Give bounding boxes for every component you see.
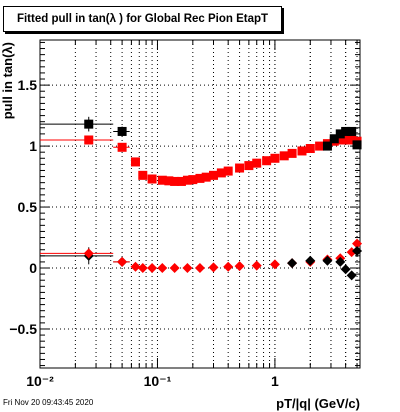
square-marker bbox=[244, 161, 254, 171]
square-marker bbox=[252, 158, 262, 168]
diamond-marker bbox=[251, 260, 262, 271]
square-marker bbox=[84, 119, 94, 129]
diamond-marker bbox=[147, 263, 158, 274]
diamond-marker bbox=[137, 263, 148, 274]
square-marker bbox=[270, 153, 280, 163]
square-marker bbox=[347, 126, 357, 136]
diamond-marker bbox=[352, 245, 363, 256]
diamond-marker bbox=[269, 259, 280, 270]
square-marker bbox=[352, 140, 362, 150]
square-marker bbox=[84, 135, 94, 145]
square-marker bbox=[216, 168, 226, 178]
x-axis-title: pT/|q| (GeV/c) bbox=[276, 396, 360, 411]
square-marker bbox=[262, 156, 272, 166]
diamond-marker bbox=[194, 263, 205, 274]
diamond-marker bbox=[83, 248, 94, 259]
timestamp: Fri Nov 20 09:43:45 2020 bbox=[3, 398, 94, 407]
diamond-marker bbox=[157, 263, 168, 274]
square-marker bbox=[138, 170, 148, 180]
square-marker bbox=[157, 175, 167, 185]
square-marker bbox=[209, 170, 219, 180]
square-marker bbox=[341, 135, 351, 145]
square-marker bbox=[182, 175, 192, 185]
square-marker bbox=[130, 157, 140, 167]
diamond-marker bbox=[208, 262, 219, 273]
square-marker bbox=[315, 141, 325, 151]
square-marker bbox=[195, 173, 205, 183]
square-marker bbox=[176, 176, 186, 186]
axis-ticks bbox=[39, 40, 360, 368]
square-marker bbox=[201, 172, 211, 182]
square-marker bbox=[341, 126, 351, 136]
square-marker bbox=[147, 174, 157, 184]
diamond-marker bbox=[352, 238, 363, 249]
square-marker bbox=[305, 144, 315, 154]
diamond-marker bbox=[305, 255, 316, 266]
chart-title: Fitted pull in tan(λ ) for Global Rec Pi… bbox=[3, 6, 282, 32]
y-tick-label: 0 bbox=[29, 260, 37, 276]
data-points bbox=[40, 116, 363, 281]
square-marker bbox=[164, 176, 174, 186]
x-tick-label: 10⁻² bbox=[26, 373, 54, 389]
diamond-marker bbox=[340, 264, 351, 275]
diamond-marker bbox=[234, 261, 245, 272]
square-marker bbox=[335, 129, 345, 139]
diamond-marker bbox=[346, 270, 357, 281]
diamond-marker bbox=[335, 256, 346, 267]
square-marker bbox=[347, 135, 357, 145]
diamond-marker bbox=[117, 256, 128, 267]
diamond-marker bbox=[130, 261, 141, 272]
square-marker bbox=[235, 163, 245, 173]
square-marker bbox=[223, 166, 233, 176]
square-marker bbox=[170, 176, 180, 186]
diamond-marker bbox=[169, 263, 180, 274]
y-tick-label: 0.5 bbox=[18, 199, 38, 215]
x-tick-label: 1 bbox=[271, 373, 279, 389]
square-marker bbox=[329, 134, 339, 144]
tick-labels: 10⁻² 10⁻¹ 1 −0.5 0 0.5 1 1.5 bbox=[9, 77, 279, 389]
y-tick-label: −0.5 bbox=[9, 321, 37, 337]
plot-frame bbox=[39, 39, 361, 369]
diamond-marker bbox=[322, 255, 333, 266]
diamond-marker bbox=[223, 261, 234, 272]
square-marker bbox=[117, 142, 127, 152]
square-marker bbox=[188, 175, 198, 185]
y-axis-title: pull in tan(λ) bbox=[0, 42, 15, 119]
square-marker bbox=[322, 141, 332, 151]
diamond-marker bbox=[287, 258, 298, 269]
square-marker bbox=[297, 146, 307, 156]
y-tick-label: 1 bbox=[29, 138, 37, 154]
square-marker bbox=[335, 135, 345, 145]
y-tick-label: 1.5 bbox=[18, 77, 38, 93]
square-marker bbox=[287, 148, 297, 158]
diamond-marker bbox=[182, 263, 193, 274]
square-marker bbox=[279, 151, 289, 161]
square-marker bbox=[117, 126, 127, 136]
x-tick-label: 10⁻¹ bbox=[144, 373, 172, 389]
